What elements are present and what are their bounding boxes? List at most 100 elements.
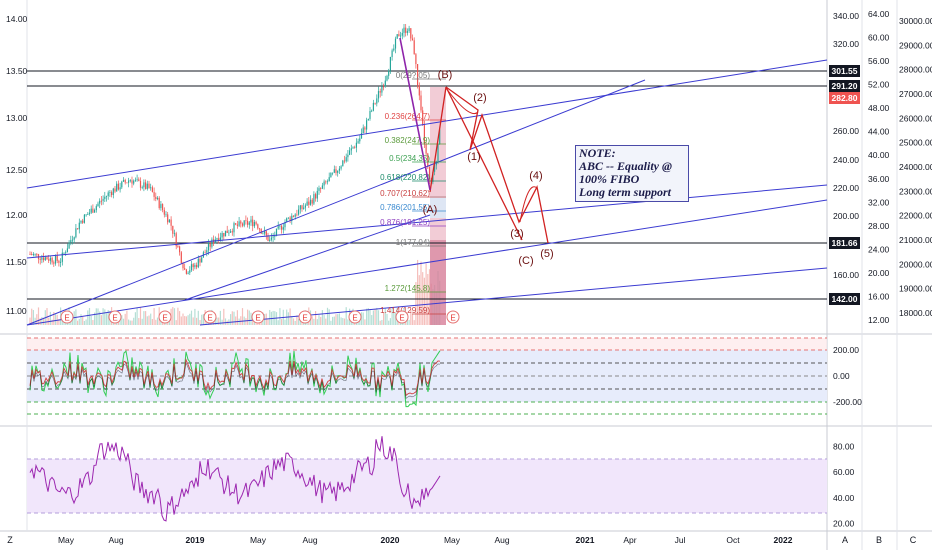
- candle-body: [437, 144, 439, 162]
- volume-bar: [160, 320, 162, 325]
- candle-body: [126, 182, 128, 184]
- time-axis-tick: Jul: [675, 535, 686, 545]
- candle-body: [257, 224, 259, 229]
- price-label-291.20: 291.20: [832, 81, 858, 91]
- candle-body: [377, 91, 380, 99]
- candle-body: [31, 254, 33, 256]
- earnings-marker-letter: E: [255, 314, 260, 323]
- candle-body: [294, 214, 296, 217]
- note-box: NOTE: ABC -- Equality @ 100% FIBO Long t…: [575, 145, 689, 202]
- cci-overbought-zone: [27, 338, 827, 350]
- candle-body: [338, 168, 340, 171]
- left-axis-tick: 13.50: [6, 66, 28, 76]
- trendline-2: [26, 184, 828, 259]
- volume-bar: [241, 308, 244, 325]
- candle-body: [282, 227, 284, 230]
- candle-body: [105, 196, 108, 197]
- axis-button-B[interactable]: B: [876, 535, 882, 545]
- candle-body: [349, 150, 351, 155]
- candle-body: [299, 205, 301, 210]
- volume-bar: [413, 320, 415, 325]
- volume-bar: [315, 311, 317, 325]
- volume-bar: [417, 259, 419, 325]
- time-axis-tick: Oct: [726, 535, 740, 545]
- candle-body: [260, 228, 262, 234]
- candle-body: [292, 215, 295, 217]
- candle-body: [158, 197, 160, 209]
- candle-body: [406, 31, 408, 33]
- volume-bar: [150, 313, 152, 325]
- candle-body: [97, 203, 99, 207]
- candle-body: [88, 212, 91, 215]
- wave-impulse: [445, 86, 549, 244]
- secondary-axis-tick: 28.00: [868, 221, 890, 231]
- volume-bar: [428, 269, 431, 325]
- candle-body: [223, 232, 225, 237]
- candle-body: [347, 154, 349, 158]
- candle-body: [270, 237, 272, 240]
- candle-body: [226, 230, 228, 233]
- volume-bar: [122, 318, 125, 325]
- note-line-2: ABC -- Equality @: [579, 159, 672, 173]
- time-axis-tick: 2021: [576, 535, 595, 545]
- candle-body: [372, 102, 374, 111]
- candle-body: [117, 183, 119, 190]
- volume-bar: [46, 308, 48, 325]
- candle-body: [396, 34, 398, 39]
- axis-button-C[interactable]: C: [910, 535, 917, 545]
- volume-bar: [97, 308, 99, 325]
- candle-body: [165, 214, 167, 216]
- earnings-marker-letter: E: [450, 314, 455, 323]
- candle-body: [73, 237, 75, 240]
- candle-body: [214, 239, 216, 244]
- candle-body: [206, 250, 208, 253]
- volume-bar: [342, 318, 344, 325]
- volume-bar: [175, 320, 177, 325]
- candle-body: [352, 147, 354, 149]
- axis-button-A[interactable]: A: [842, 535, 848, 545]
- volume-bar: [99, 311, 101, 325]
- volume-bar: [216, 317, 218, 325]
- candle-body: [355, 142, 357, 148]
- volume-bar: [415, 282, 417, 325]
- price-label-box-301.55: [829, 65, 860, 77]
- tertiary-axis-tick: 24000.00: [899, 162, 932, 172]
- candle-body: [150, 187, 152, 189]
- tertiary-axis-tick: 26000.00: [899, 113, 932, 123]
- note-line-4: Long term support: [579, 185, 672, 199]
- candle-body: [133, 180, 135, 184]
- horizontal-levels: [27, 70, 827, 300]
- candle-body: [92, 208, 94, 213]
- price-axis-tick: 320.00: [833, 39, 859, 49]
- volume-bar: [199, 320, 201, 325]
- candle-body: [318, 188, 320, 191]
- secondary-axis-tick: 36.00: [868, 174, 890, 184]
- volume-bar: [252, 319, 254, 325]
- secondary-axis-tick: 16.00: [868, 291, 890, 301]
- price-axis-tick: 340.00: [833, 11, 859, 21]
- tertiary-axis-tick: 20000.00: [899, 259, 932, 269]
- candle-body: [90, 208, 92, 213]
- volume-bar: [219, 310, 221, 325]
- volume-bar: [347, 319, 349, 325]
- volume-bar: [298, 318, 300, 325]
- volume-bar: [318, 315, 320, 325]
- candle-body: [173, 233, 176, 235]
- secondary-axis-tick: 60.00: [868, 33, 890, 43]
- wave-decline-arrow: [399, 37, 431, 191]
- fib-label-0.707: 0.707(210.62): [380, 189, 430, 198]
- volume-bar: [167, 320, 169, 325]
- fib-label-0.382: 0.382(247.9): [385, 136, 431, 145]
- volume-bar: [394, 312, 397, 325]
- note-line-3: 100% FIBO: [579, 172, 640, 186]
- fib-levels: 0(29?.05) 0.236(264.7) 0.382(247.9) 0.5(234…: [380, 71, 446, 315]
- time-axis-tick: 2022: [774, 535, 793, 545]
- volume-bar: [128, 319, 130, 325]
- candle-body: [71, 239, 74, 241]
- secondary-axis-tick: 48.00: [868, 103, 890, 113]
- volume-bar: [366, 308, 368, 325]
- candle-body: [221, 232, 223, 238]
- candle-body: [393, 48, 395, 51]
